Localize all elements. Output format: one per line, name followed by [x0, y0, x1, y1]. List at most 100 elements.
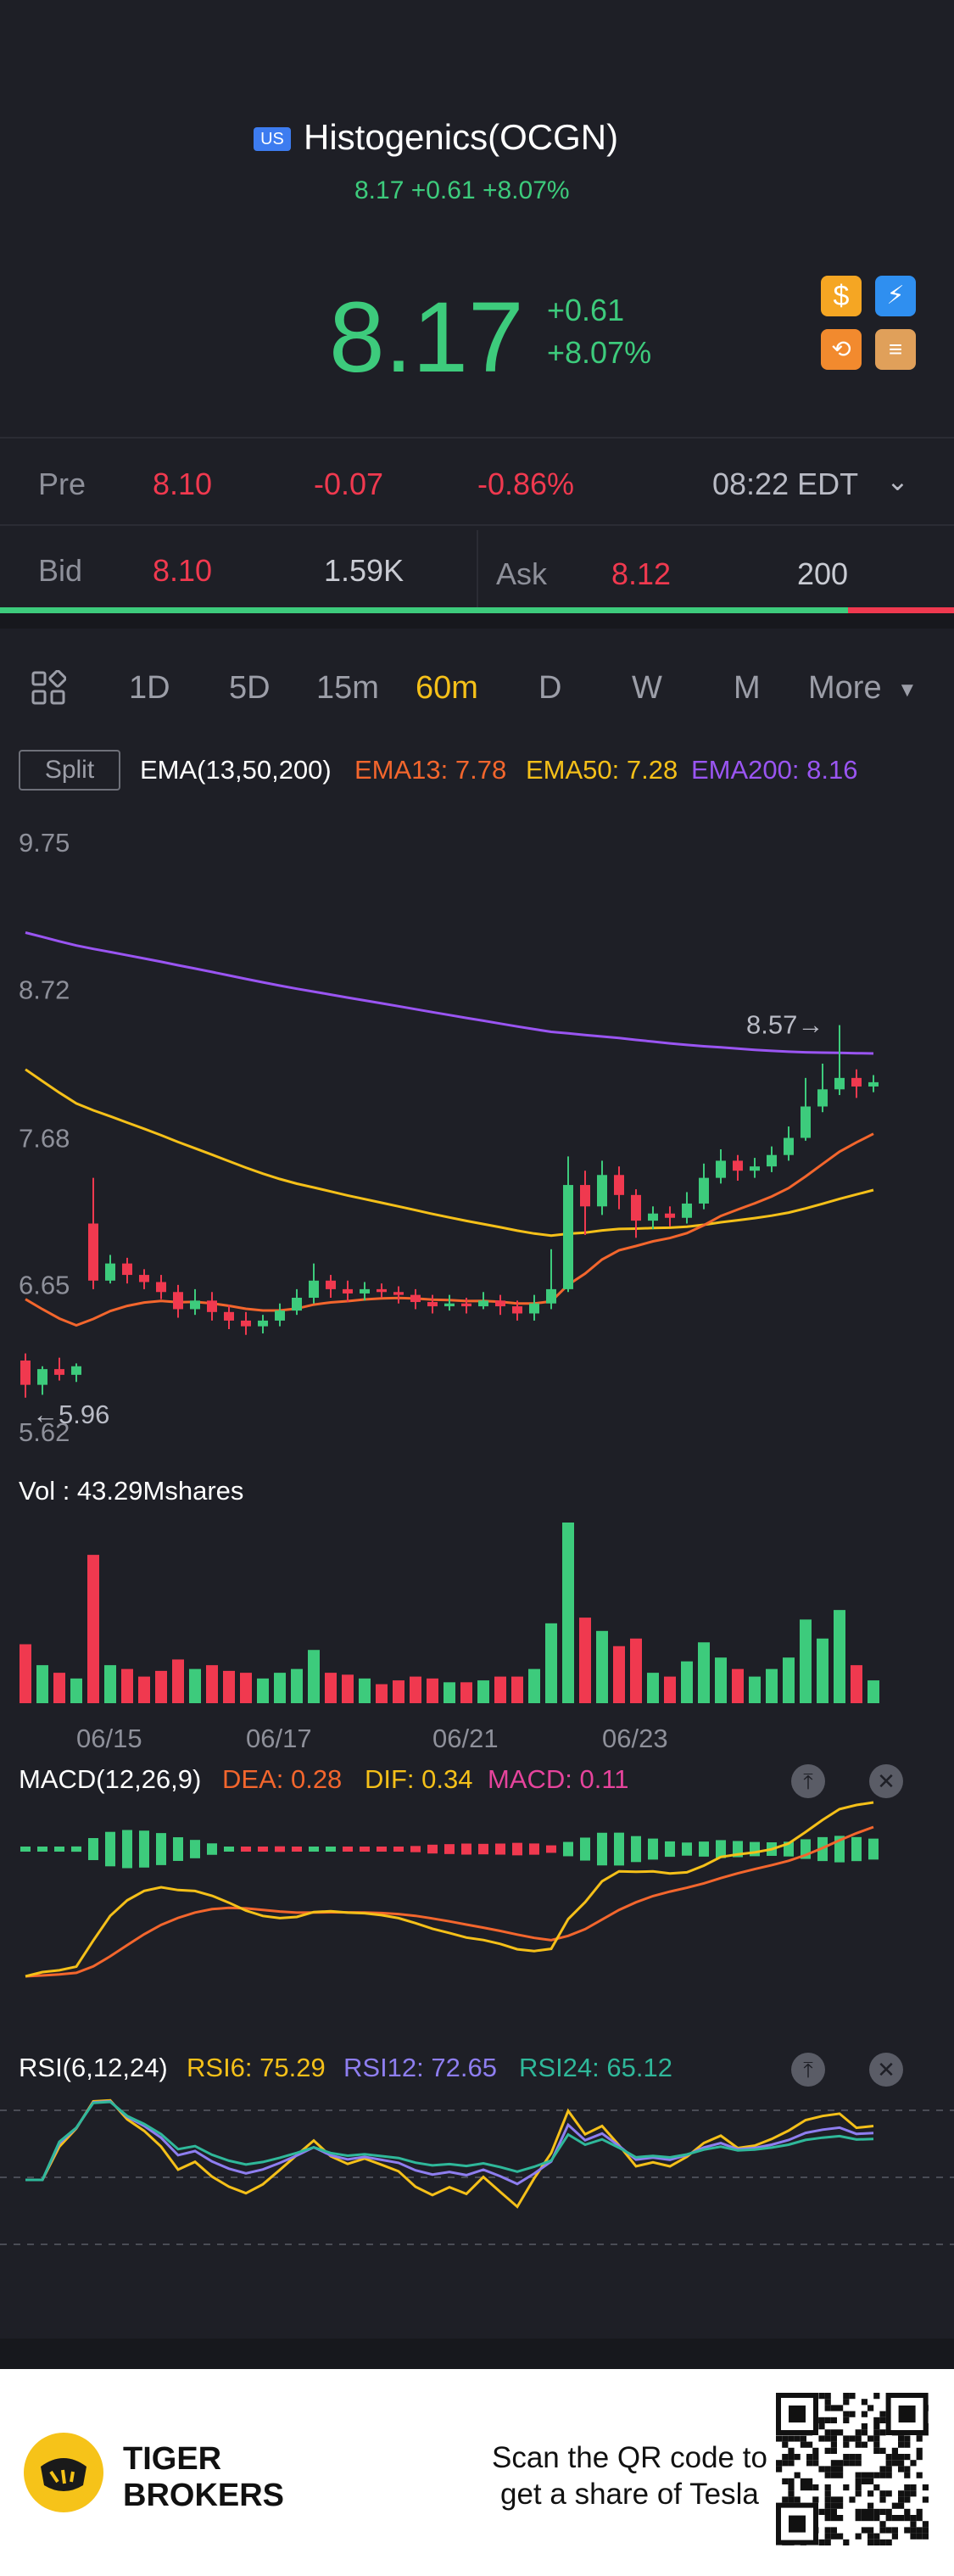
- volume-bar: [783, 1657, 795, 1703]
- current-price: 8.17: [329, 282, 524, 394]
- dollar-icon[interactable]: $: [821, 276, 862, 316]
- qr-module: [904, 2441, 911, 2448]
- qr-finder: [776, 2502, 818, 2545]
- chevron-down-icon[interactable]: ⌄: [886, 466, 909, 496]
- qr-module: [830, 2435, 837, 2442]
- qr-module: [879, 2508, 886, 2515]
- qr-module: [879, 2496, 886, 2503]
- qr-module: [879, 2447, 886, 2454]
- qr-module: [868, 2472, 874, 2478]
- qr-module: [910, 2521, 917, 2528]
- qr-module: [843, 2435, 850, 2442]
- qr-module: [868, 2502, 874, 2509]
- volume-bar: [206, 1665, 218, 1703]
- macd-bar: [190, 1840, 200, 1858]
- macd-bar: [71, 1846, 81, 1852]
- ema200-value: EMA200: 8.16: [691, 755, 858, 785]
- qr-module: [861, 2515, 868, 2522]
- caret-down-icon[interactable]: ▼: [897, 679, 918, 701]
- qr-module: [830, 2533, 837, 2540]
- qr-module: [879, 2429, 886, 2436]
- volume-bar: [715, 1657, 727, 1703]
- qr-module: [830, 2405, 837, 2411]
- macd-bar: [427, 1844, 438, 1854]
- qr-module: [873, 2441, 880, 2448]
- tab-1d[interactable]: 1D: [129, 670, 170, 706]
- ema50-value: EMA50: 7.28: [526, 755, 678, 785]
- close-icon[interactable]: ✕: [869, 2053, 903, 2087]
- tab-d[interactable]: D: [538, 670, 562, 706]
- qr-module: [873, 2423, 880, 2430]
- candle: [580, 1185, 590, 1207]
- qr-module: [812, 2447, 819, 2454]
- qr-module: [873, 2393, 880, 2400]
- volume-bar: [257, 1678, 269, 1703]
- qr-module: [837, 2405, 844, 2411]
- qr-module: [910, 2533, 917, 2540]
- volume-bar: [393, 1680, 404, 1703]
- macd-bar: [88, 1838, 98, 1860]
- macd-bar: [309, 1847, 319, 1852]
- tab-w[interactable]: W: [632, 670, 662, 706]
- candle: [377, 1288, 387, 1293]
- macd-bar: [326, 1847, 336, 1852]
- qr-module: [855, 2533, 862, 2540]
- qr-code-icon[interactable]: [776, 2393, 929, 2545]
- grid-icon[interactable]: [31, 669, 67, 706]
- qr-module: [891, 2460, 898, 2467]
- qr-module: [830, 2429, 837, 2436]
- qr-module: [904, 2490, 911, 2497]
- ema50-line: [25, 1068, 874, 1238]
- candle: [326, 1280, 336, 1289]
- qr-module: [849, 2435, 856, 2442]
- macd-bar: [495, 1843, 505, 1855]
- qr-module: [916, 2435, 923, 2442]
- qr-module: [868, 2508, 874, 2515]
- qr-module: [824, 2539, 831, 2545]
- qr-module: [904, 2527, 911, 2534]
- qr-module: [794, 2496, 801, 2503]
- qr-finder-center: [789, 2406, 806, 2422]
- volume-bar: [766, 1668, 778, 1703]
- bid-label: Bid: [38, 553, 83, 588]
- split-button[interactable]: Split: [19, 750, 120, 791]
- qr-module: [830, 2496, 837, 2503]
- rsi12-line: [25, 2099, 874, 2186]
- lightning-icon[interactable]: ⚡: [875, 276, 916, 316]
- macd-bar: [343, 1847, 353, 1852]
- macd-bar: [682, 1842, 692, 1856]
- close-icon[interactable]: ✕: [869, 1764, 903, 1798]
- pin-top-icon[interactable]: ⤒: [791, 1764, 825, 1798]
- tab-m[interactable]: M: [734, 670, 761, 706]
- macd-bar: [648, 1838, 658, 1860]
- qr-module: [782, 2460, 789, 2467]
- qr-module: [849, 2454, 856, 2461]
- qr-module: [879, 2417, 886, 2423]
- pin-top-icon[interactable]: ⤒: [791, 2053, 825, 2087]
- candle: [393, 1292, 404, 1295]
- qr-module: [873, 2472, 880, 2478]
- macd-bar: [716, 1840, 726, 1858]
- macd-bar: [597, 1832, 607, 1866]
- qr-module: [916, 2527, 923, 2534]
- volume-bar: [545, 1623, 557, 1703]
- qr-module: [788, 2490, 795, 2497]
- candle: [868, 1081, 879, 1087]
- tab-more[interactable]: More: [808, 670, 882, 706]
- candle: [139, 1275, 149, 1282]
- qr-module: [916, 2447, 923, 2454]
- qr-module: [873, 2508, 880, 2515]
- layers-icon[interactable]: ≡: [875, 329, 916, 370]
- chart-area[interactable]: 9.75 8.72 7.68 6.65 5.62 8.57→ ←5.96 06/15 06/…: [0, 814, 954, 2350]
- pre-time[interactable]: 08:22 EDT: [712, 467, 859, 501]
- qr-module: [830, 2508, 837, 2515]
- tab-60m[interactable]: 60m: [416, 670, 478, 706]
- tab-15m[interactable]: 15m: [316, 670, 379, 706]
- qr-module: [898, 2496, 905, 2503]
- exchange-icon[interactable]: ⟲: [821, 329, 862, 370]
- tab-5d[interactable]: 5D: [229, 670, 271, 706]
- qr-module: [800, 2441, 806, 2448]
- qr-finder: [776, 2393, 818, 2435]
- qr-module: [843, 2460, 850, 2467]
- qr-module: [898, 2502, 905, 2509]
